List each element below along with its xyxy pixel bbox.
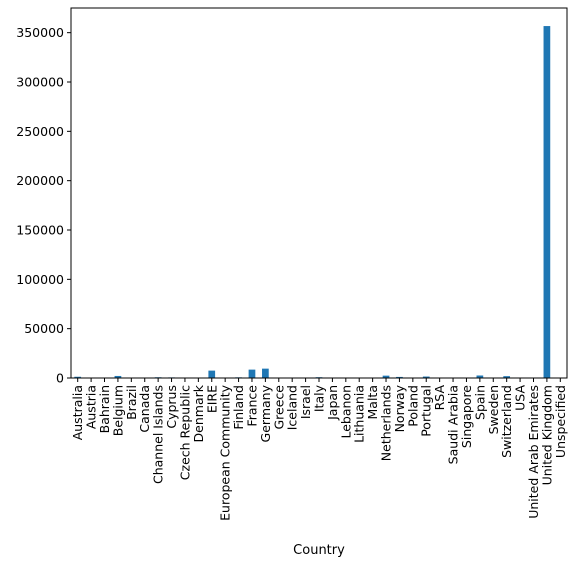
x-axis-label: Country — [293, 543, 345, 558]
x-tick-label: Norway — [392, 384, 407, 432]
x-tick-label: Switzerland — [499, 385, 514, 458]
plot-frame — [70, 7, 568, 379]
x-tick-label: Malta — [365, 385, 380, 419]
x-tick-label: Denmark — [191, 384, 206, 442]
x-tick-label: France — [244, 385, 259, 427]
bar-norway — [396, 376, 403, 378]
x-tick-label: Belgium — [110, 385, 125, 436]
x-tick-label: Netherlands — [379, 385, 394, 461]
y-tick-label: 350000 — [16, 25, 64, 40]
bar-switzerland — [503, 376, 511, 378]
y-tick-label: 0 — [56, 371, 64, 386]
y-tick-label: 100000 — [16, 272, 64, 287]
bar-portugal — [422, 376, 430, 378]
x-tick-label: Germany — [258, 384, 273, 442]
x-tick-label: RSA — [432, 385, 447, 411]
y-tick-label: 300000 — [16, 75, 64, 90]
x-tick-label: Portugal — [419, 385, 434, 437]
bar-spain — [476, 375, 484, 378]
x-tick-label: Unspecified — [553, 385, 568, 458]
x-tick-label: EIRE — [204, 385, 219, 413]
bar-germany — [262, 368, 269, 378]
x-tick-label: Australia — [70, 385, 85, 440]
bar-netherlands — [382, 375, 390, 378]
y-tick-label: 250000 — [16, 124, 64, 139]
x-tick-label: Iceland — [285, 385, 300, 430]
x-tick-label: United Arab Emirates — [526, 385, 541, 519]
x-tick-label: Lebanon — [338, 385, 353, 439]
x-tick-label: Canada — [137, 385, 152, 433]
y-tick-label: 50000 — [24, 321, 64, 336]
bar-france — [248, 369, 256, 378]
x-tick-label: Bahrain — [97, 385, 112, 433]
x-tick-label: Singapore — [459, 385, 474, 448]
x-tick-label: Greece — [271, 385, 286, 430]
bar-belgium — [114, 375, 122, 378]
bar-australia — [74, 376, 82, 378]
x-tick-label: United Kingdom — [539, 385, 554, 485]
x-tick-label: Israel — [298, 385, 313, 419]
bars-group — [74, 26, 564, 379]
x-tick-label: Czech Republic — [177, 385, 192, 480]
bar-united-kingdom — [543, 26, 551, 379]
x-tick-label: Sweden — [486, 385, 501, 434]
x-tick-label: Finland — [231, 385, 246, 430]
y-axis: 0 50000 100000 150000 200000 250000 300000 3500… — [16, 25, 71, 386]
y-tick-label: 150000 — [16, 223, 64, 238]
x-tick-label: Channel Islands — [151, 385, 166, 484]
x-tick-label: Italy — [312, 384, 327, 412]
x-tick-label: Lithuania — [352, 385, 367, 443]
x-tick-label: Cyprus — [164, 385, 179, 429]
x-tick-label: Saudi Arabia — [446, 385, 461, 464]
bar-eire — [208, 370, 216, 378]
x-tick-label: Spain — [472, 385, 487, 420]
x-tick-label: Brazil — [124, 385, 139, 420]
x-tick-label: USA — [513, 385, 528, 411]
x-tick-label: Poland — [405, 385, 420, 427]
y-tick-label: 200000 — [16, 173, 64, 188]
x-tick-label: Austria — [84, 385, 99, 429]
x-tick-label: Japan — [325, 385, 340, 421]
x-axis: AustraliaAustriaBahrainBelgiumBrazilCana… — [70, 378, 568, 521]
x-tick-label: European Community — [218, 384, 233, 520]
